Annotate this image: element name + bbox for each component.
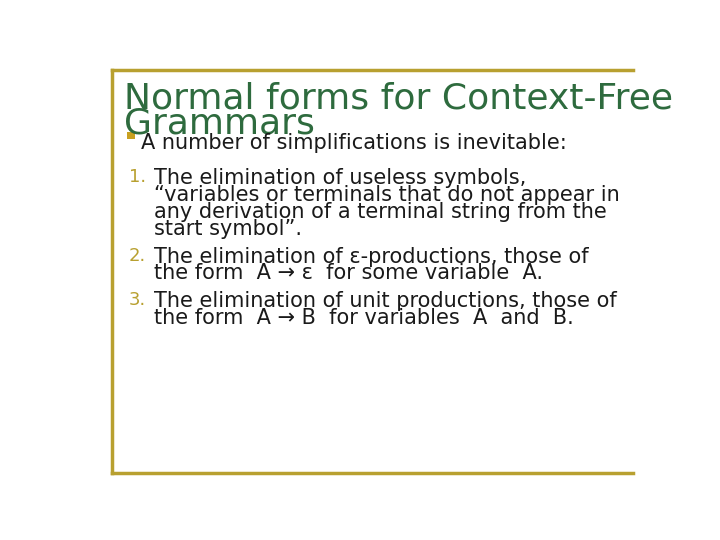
Text: The elimination of unit productions, those of: The elimination of unit productions, tho… — [153, 291, 616, 311]
Bar — [127, 132, 135, 139]
Text: 2.: 2. — [129, 247, 146, 265]
Text: any derivation of a terminal string from the: any derivation of a terminal string from… — [153, 202, 606, 222]
Text: A number of simplifications is inevitable:: A number of simplifications is inevitabl… — [141, 133, 567, 153]
Text: 3.: 3. — [129, 291, 146, 309]
Text: “variables or terminals that do not appear in: “variables or terminals that do not appe… — [153, 185, 619, 205]
Text: start symbol”.: start symbol”. — [153, 219, 302, 239]
Text: 1.: 1. — [129, 168, 146, 186]
Text: the form  A → ε  for some variable  A.: the form A → ε for some variable A. — [153, 264, 543, 284]
Text: The elimination of ε-productions, those of: The elimination of ε-productions, those … — [153, 247, 588, 267]
Text: the form  A → B  for variables  A  and  B.: the form A → B for variables A and B. — [153, 308, 573, 328]
Text: Grammars: Grammars — [124, 106, 315, 140]
Text: Normal forms for Context-Free: Normal forms for Context-Free — [124, 82, 673, 116]
Text: The elimination of useless symbols,: The elimination of useless symbols, — [153, 168, 526, 188]
